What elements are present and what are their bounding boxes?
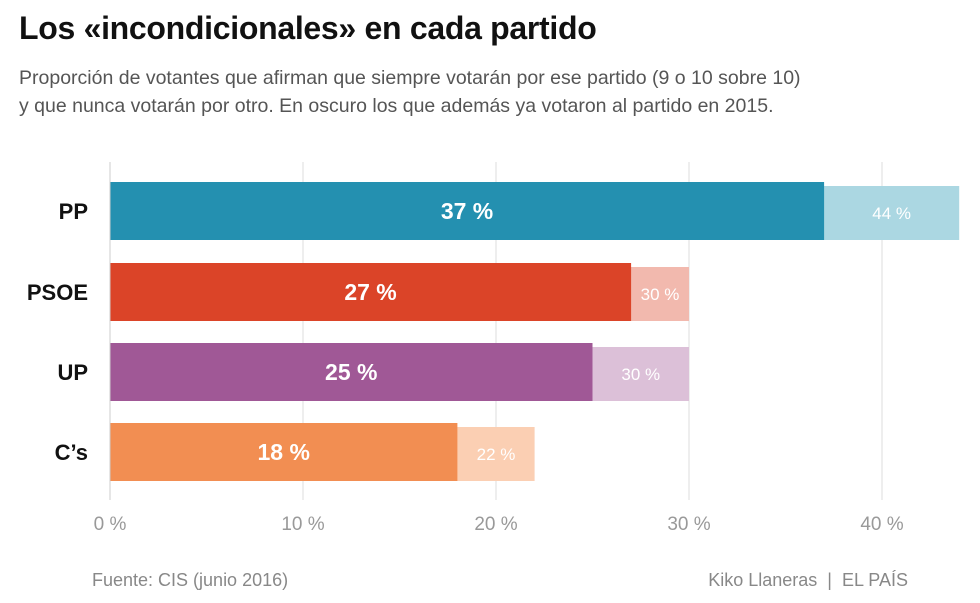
bar-core (110, 182, 825, 240)
core-value-label: 25 % (325, 359, 377, 385)
core-value-label: 27 % (344, 279, 396, 305)
x-tick-label: 30 % (667, 514, 710, 535)
x-tick-label: 40 % (860, 514, 903, 535)
source-note: Fuente: CIS (junio 2016) (92, 570, 289, 590)
core-value-label: 18 % (257, 439, 309, 465)
x-tick-label: 20 % (474, 514, 517, 535)
total-value-label: 44 % (872, 204, 911, 223)
chart-title: Los «incondicionales» en cada partido (19, 10, 597, 46)
total-value-label: 30 % (641, 285, 680, 304)
subtitle-line-2: y que nunca votarán por otro. En oscuro … (19, 95, 774, 117)
subtitle-line-1: Proporción de votantes que afirman que s… (19, 67, 801, 89)
total-value-label: 22 % (477, 445, 516, 464)
category-label: C’s (55, 440, 88, 465)
total-value-label: 30 % (621, 365, 660, 384)
bar-core (110, 263, 632, 321)
x-tick-label: 10 % (281, 514, 324, 535)
category-label: UP (57, 360, 88, 385)
core-value-label: 37 % (441, 198, 493, 224)
bar-core (110, 423, 458, 481)
category-label: PSOE (27, 280, 88, 305)
x-tick-label: 0 % (94, 514, 127, 535)
bar-core (110, 343, 593, 401)
credit-note: Kiko Llaneras | EL PAÍS (708, 570, 908, 590)
chart-subtitle: Proporción de votantes que afirman que s… (19, 64, 959, 120)
category-label: PP (59, 199, 88, 224)
